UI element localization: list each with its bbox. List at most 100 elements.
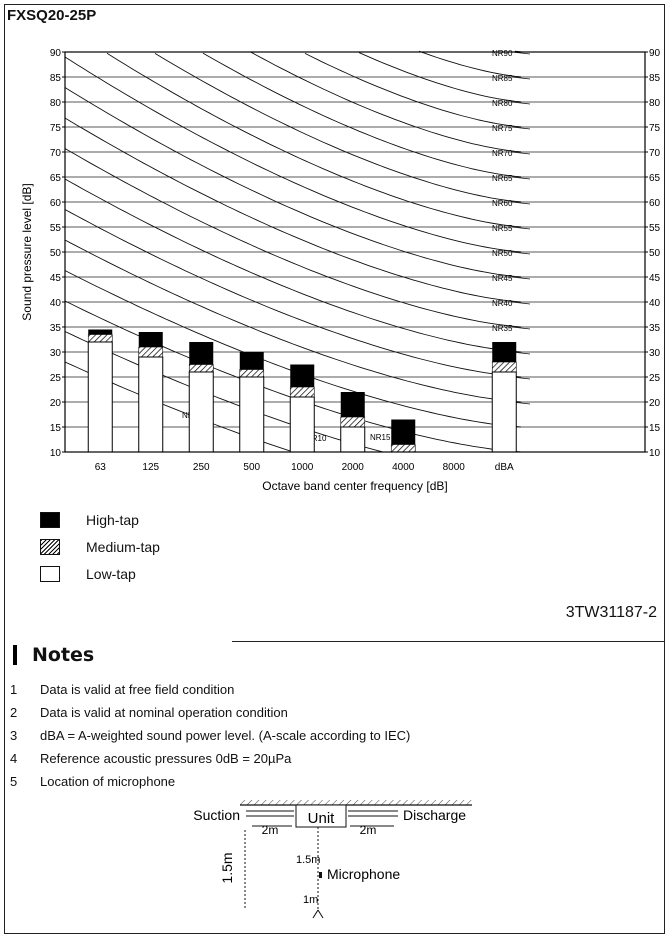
nr-label: NR55 <box>492 224 513 233</box>
discharge-label: Discharge <box>403 807 466 823</box>
y-tick-label-right: 30 <box>649 348 661 359</box>
x-tick-label: 1000 <box>291 462 314 473</box>
bar-low-tap <box>340 426 366 453</box>
bar-low-tap <box>87 341 113 453</box>
x-axis-label: Octave band center frequency [dB] <box>262 479 447 493</box>
unit-box <box>295 804 347 828</box>
y-tick-label-right: 60 <box>649 198 661 209</box>
y-tick-label-right: 40 <box>649 298 661 309</box>
note-number: 1 <box>10 682 18 697</box>
note-text: Data is valid at nominal operation condi… <box>40 705 288 720</box>
nr-label-tail <box>511 276 531 280</box>
note-number: 3 <box>10 728 18 743</box>
tick-labels: 10 10 15 15 20 20 25 25 30 30 35 35 40 40 45 45 50 50 55 55… <box>50 48 661 473</box>
divider <box>232 641 665 642</box>
nr-curve <box>64 148 522 328</box>
y-tick-label-right: 10 <box>649 448 661 459</box>
bar-high-tap <box>492 342 517 362</box>
nr-curve <box>106 52 522 228</box>
y-tick-label: 80 <box>50 98 62 109</box>
nr-label: NR75 <box>492 124 513 133</box>
y-tick-label-right: 65 <box>649 173 661 184</box>
y-tick-label-right: 80 <box>649 98 661 109</box>
x-tick-label: 125 <box>142 462 159 473</box>
bar-high-tap <box>290 364 315 387</box>
y-tick-label: 45 <box>50 273 62 284</box>
page-title: FXSQ20-25P <box>7 7 97 24</box>
y-tick-label: 40 <box>50 298 62 309</box>
note-number: 4 <box>10 751 18 766</box>
nr-label-tail <box>511 176 531 180</box>
notes-marker <box>13 645 17 665</box>
legend-label-medium: Medium-tap <box>86 539 160 555</box>
note-item: 3 dBA = A-weighted sound power level. (A-… <box>10 728 410 743</box>
nr-curve <box>358 52 522 103</box>
y-tick-label: 50 <box>50 248 62 259</box>
bar-high-tap <box>138 332 163 347</box>
legend-item-high-tap: High-tap <box>40 511 139 529</box>
x-tick-label: 2000 <box>342 462 365 473</box>
nr-label: NR35 <box>492 324 513 333</box>
note-item: 1 Data is valid at free field condition <box>10 682 234 697</box>
bar-medium-tap <box>390 444 416 453</box>
document-code: 3TW31187-2 <box>565 604 657 621</box>
nr-curve <box>64 117 522 303</box>
bar-high-tap <box>340 392 365 417</box>
microphone-icon <box>319 872 322 878</box>
legend-label-low: Low-tap <box>86 566 136 582</box>
bar-medium-tap <box>188 364 214 373</box>
nr-curve <box>418 50 522 78</box>
nr-label: NR40 <box>492 299 513 308</box>
y-tick-label: 25 <box>50 373 62 384</box>
note-text: Reference acoustic pressures 0dB = 20µPa <box>40 751 292 766</box>
bar-high-tap <box>391 419 416 445</box>
ceiling-hatch <box>240 800 472 805</box>
y-tick-label-right: 15 <box>649 423 661 434</box>
y-tick-label-right: 55 <box>649 223 661 234</box>
bar-medium-tap <box>491 361 517 373</box>
x-tick-label: 63 <box>95 462 107 473</box>
legend-label-high: High-tap <box>86 512 139 528</box>
right-distance: 2m <box>360 823 377 837</box>
medium-tap-swatch <box>40 539 60 555</box>
nr-curve <box>64 87 522 278</box>
note-item: 2 Data is valid at nominal operation cond… <box>10 705 288 720</box>
y-tick-label: 30 <box>50 348 62 359</box>
tripod-leg-right <box>317 909 324 919</box>
nr-curve <box>154 53 522 203</box>
nr-curve <box>64 331 384 453</box>
y-tick-label-right: 70 <box>649 148 661 159</box>
left-distance: 2m <box>262 823 279 837</box>
y-tick-label: 90 <box>50 48 62 59</box>
total-height-label: 1.5m <box>219 852 235 883</box>
y-tick-label: 10 <box>50 448 62 459</box>
bar-medium-tap <box>239 369 265 378</box>
x-tick-label: 8000 <box>443 462 466 473</box>
y-tick-label: 20 <box>50 398 62 409</box>
y-axis-label: Sound pressure level [dB] <box>20 183 34 320</box>
inner-height-label: 1.5m <box>296 854 320 866</box>
bar-high-tap <box>88 329 113 335</box>
x-tick-label: dBA <box>495 462 514 473</box>
tripod-leg-left <box>312 909 319 919</box>
nr-label-tail <box>511 301 531 305</box>
nr-label: NR45 <box>492 274 513 283</box>
legend-item-low-tap: Low-tap <box>40 565 136 583</box>
nr-label-tail <box>511 126 531 130</box>
nr-curve <box>202 52 522 178</box>
sound-pressure-chart: NR20NR25NR30NR35NR40NR45NR50NR55NR60NR65… <box>20 48 661 493</box>
nr-label-tail <box>511 326 531 330</box>
nr-label-tail <box>511 251 531 255</box>
note-text: Data is valid at free field condition <box>40 682 235 697</box>
nr-label-low: NR10 <box>306 434 327 443</box>
note-number: 5 <box>10 774 18 789</box>
nr-label-tail <box>511 201 531 205</box>
mic-height-label: 1m <box>303 894 318 906</box>
nr-curve <box>304 52 522 128</box>
nr-label-tail <box>511 76 531 80</box>
nr-label-low: NR15 <box>370 433 391 442</box>
y-tick-label: 70 <box>50 148 62 159</box>
bar-high-tap <box>189 342 214 365</box>
nr-label-tail <box>511 151 531 155</box>
microphone-label: Microphone <box>327 866 400 882</box>
